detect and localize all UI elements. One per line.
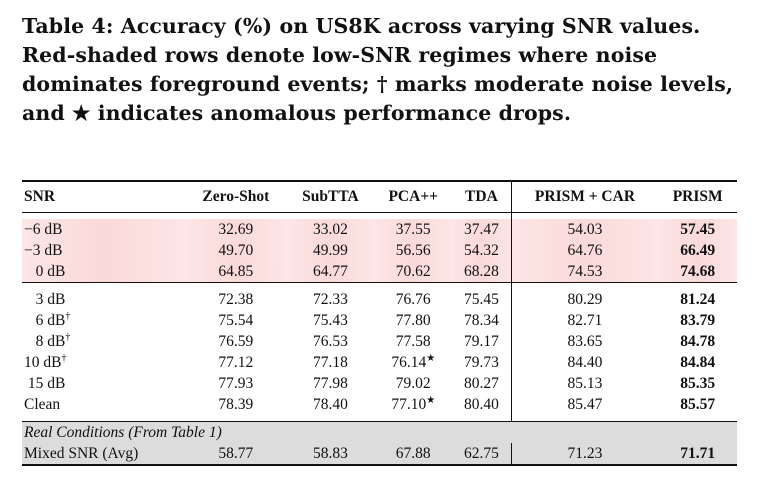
subtta-cell: 72.33 <box>313 290 348 308</box>
table-caption: Table 4: Accuracy (%) on US8K across var… <box>22 14 734 125</box>
table-row: 10 dB† 77.12 77.18 76.14★ 79.73 84.40 84… <box>22 352 737 373</box>
prism-cell: 84.84 <box>680 353 716 371</box>
tda-cell: 79.17 <box>463 332 499 350</box>
header-pca: PCA++ <box>374 180 453 213</box>
zero-shot-cell: 75.54 <box>218 311 254 329</box>
prism-cell: 71.71 <box>658 443 737 466</box>
dagger-mark: † <box>65 310 71 322</box>
tda-cell: 75.45 <box>463 290 499 308</box>
snr-cell: 10 dB† <box>24 352 67 372</box>
header-tda: TDA <box>452 180 512 213</box>
tda-cell: 68.28 <box>452 261 512 283</box>
header-prism: PRISM <box>658 180 737 213</box>
prism-car-cell: 74.53 <box>510 261 659 283</box>
table-row: Mixed SNR (Avg) 58.77 58.83 67.88 62.75 … <box>22 443 737 466</box>
zero-shot-cell: 58.77 <box>185 443 287 466</box>
prism-car-cell: 71.23 <box>510 443 659 466</box>
prism-car-cell: 54.03 <box>510 219 659 240</box>
table-row: 0 dB 64.85 64.77 70.62 68.28 74.53 74.68 <box>22 261 737 283</box>
table-row: 3 dB 72.38 72.33 76.76 75.45 80.29 81.24 <box>22 289 737 310</box>
prism-cell: 85.57 <box>680 395 716 413</box>
prism-cell: 81.24 <box>680 290 716 308</box>
tda-cell: 80.27 <box>463 374 499 392</box>
table-row: −6 dB 32.69 33.02 37.55 37.47 54.03 57.4… <box>22 219 737 240</box>
pca-cell: 70.62 <box>374 261 453 283</box>
pca-cell: 77.80 <box>395 312 431 330</box>
subtta-cell: 77.98 <box>313 374 348 392</box>
snr-cell: 0 dB <box>22 261 186 283</box>
zero-shot-cell: 76.59 <box>218 332 254 350</box>
prism-car-cell: 85.13 <box>510 373 659 394</box>
snr-cell: Clean <box>24 396 61 414</box>
zero-shot-cell: 77.93 <box>218 374 254 392</box>
tda-cell: 37.47 <box>452 219 512 240</box>
pca-cell: 76.76 <box>395 291 431 309</box>
prism-cell: 83.79 <box>680 311 716 329</box>
snr-cell: 3 dB <box>35 291 66 309</box>
dagger-mark: † <box>65 331 71 343</box>
snr-cell: 15 dB <box>27 375 66 393</box>
star-mark: ★ <box>426 352 436 364</box>
prism-cell: 85.35 <box>680 374 716 392</box>
header-subtta: SubTTA <box>286 180 375 213</box>
subtta-cell: 76.53 <box>313 332 348 350</box>
prism-car-cell: 82.71 <box>510 310 659 331</box>
prism-car-cell: 64.76 <box>510 240 659 261</box>
prism-cell: 84.78 <box>680 332 716 350</box>
pca-cell: 37.55 <box>374 219 453 240</box>
subtta-cell: 33.02 <box>286 219 375 240</box>
header-snr: SNR <box>22 180 186 213</box>
prism-car-cell: 80.29 <box>510 289 659 310</box>
zero-shot-cell: 32.69 <box>185 219 287 240</box>
results-table-container: SNR Zero-Shot SubTTA PCA++ TDA PRISM + C… <box>22 180 752 466</box>
prism-car-cell: 84.40 <box>510 352 659 373</box>
subtta-cell: 77.18 <box>313 353 348 371</box>
pca-cell: 79.02 <box>395 375 431 393</box>
table-row: Clean 78.39 78.40 77.10★ 80.40 85.47 85.… <box>22 394 737 415</box>
table-row: −3 dB 49.70 49.99 56.56 54.32 64.76 66.4… <box>22 240 737 261</box>
tda-cell: 79.73 <box>463 353 499 371</box>
accuracy-table: SNR Zero-Shot SubTTA PCA++ TDA PRISM + C… <box>22 180 737 466</box>
tda-cell: 80.40 <box>463 395 499 413</box>
subtta-cell: 64.77 <box>286 261 375 283</box>
prism-car-cell: 85.47 <box>510 394 659 415</box>
snr-cell: 6 dB† <box>35 310 71 330</box>
table-row: 15 dB 77.93 77.98 79.02 80.27 85.13 85.3… <box>22 373 737 394</box>
zero-shot-cell: 72.38 <box>218 290 254 308</box>
zero-shot-cell: 77.12 <box>218 353 254 371</box>
tda-cell: 78.34 <box>463 311 499 329</box>
pca-cell: 76.14★ <box>391 352 436 372</box>
pca-cell: 77.10★ <box>391 394 436 414</box>
zero-shot-cell: 78.39 <box>218 395 254 413</box>
table-row: 6 dB† 75.54 75.43 77.80 78.34 82.71 83.7… <box>22 310 737 331</box>
subtta-cell: 75.43 <box>313 311 348 329</box>
snr-cell: −3 dB <box>22 240 186 261</box>
header-row: SNR Zero-Shot SubTTA PCA++ TDA PRISM + C… <box>22 180 737 213</box>
dagger-mark: † <box>61 352 67 364</box>
section-label-row: Real Conditions (From Table 1) <box>22 421 737 443</box>
snr-cell: Mixed SNR (Avg) <box>22 443 186 466</box>
pca-cell: 67.88 <box>374 443 453 466</box>
zero-shot-cell: 64.85 <box>185 261 287 283</box>
subtta-cell: 78.40 <box>313 395 348 413</box>
real-conditions-label: Real Conditions (From Table 1) <box>22 421 737 443</box>
tda-cell: 62.75 <box>452 443 512 466</box>
prism-car-cell: 83.65 <box>510 331 659 352</box>
prism-cell: 57.45 <box>658 219 737 240</box>
zero-shot-cell: 49.70 <box>185 240 287 261</box>
header-prism-car: PRISM + CAR <box>510 180 659 213</box>
tda-cell: 54.32 <box>452 240 512 261</box>
star-mark: ★ <box>426 394 436 406</box>
header-zero-shot: Zero-Shot <box>185 180 287 213</box>
snr-cell: 8 dB† <box>35 331 71 351</box>
prism-cell: 74.68 <box>658 261 737 283</box>
pca-cell: 77.58 <box>395 333 431 351</box>
snr-cell: −6 dB <box>22 219 186 240</box>
subtta-cell: 58.83 <box>286 443 375 466</box>
table-row: 8 dB† 76.59 76.53 77.58 79.17 83.65 84.7… <box>22 331 737 352</box>
subtta-cell: 49.99 <box>286 240 375 261</box>
prism-cell: 66.49 <box>658 240 737 261</box>
pca-cell: 56.56 <box>374 240 453 261</box>
